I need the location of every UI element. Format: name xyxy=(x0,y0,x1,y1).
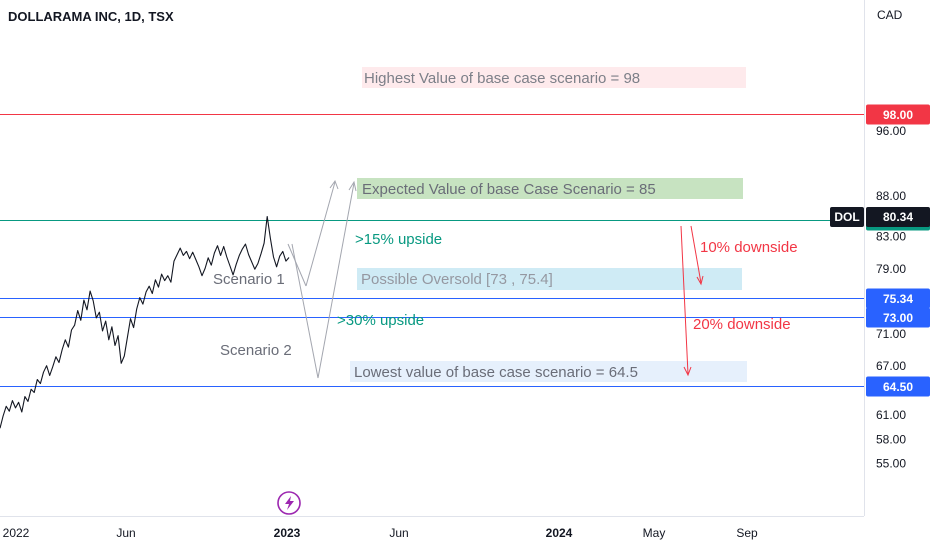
expected-annotation-box[interactable] xyxy=(357,178,743,199)
downside20-label: 20% downside xyxy=(693,316,791,333)
lowest-annotation-text: Lowest value of base case scenario = 64.… xyxy=(354,364,638,381)
upside15-label: >15% upside xyxy=(355,231,442,248)
scenario2-label: Scenario 2 xyxy=(220,342,292,359)
scenario1-arrowhead xyxy=(329,179,339,190)
y-tick-88-00: 88.00 xyxy=(876,189,906,203)
oversold-annotation-box[interactable] xyxy=(357,268,742,290)
price-axis-ticks: 96.00 88.00 83.00 79.00 71.00 67.00 61.00 58.00… xyxy=(876,124,906,471)
scenario2-arrowhead xyxy=(348,180,357,192)
scenario1-up-arrow[interactable] xyxy=(305,181,336,287)
level-tag-bg-64-50 xyxy=(866,376,930,397)
downside-arrows[interactable] xyxy=(680,225,704,377)
horizontal-levels[interactable] xyxy=(0,114,864,387)
last-price-bg xyxy=(866,207,930,227)
symbol-title[interactable]: DOLLARAMA INC, 1D, TSX xyxy=(8,9,174,24)
ticker-tag-text: DOL xyxy=(834,210,859,224)
x-tick-may-2024: May xyxy=(643,526,666,540)
y-tick-71-00: 71.00 xyxy=(876,327,906,341)
downside20-arrow[interactable] xyxy=(680,225,689,375)
y-tick-55-00: 55.00 xyxy=(876,457,906,471)
lightning-icon-bolt xyxy=(285,496,294,510)
downside10-arrow[interactable] xyxy=(690,225,702,284)
time-axis-ticks: 2022 Jun 2023 Jun 2024 May Sep xyxy=(3,526,758,540)
highest-annotation-box[interactable] xyxy=(362,67,746,88)
y-tick-58-00: 58.00 xyxy=(876,432,906,446)
last-price-tag[interactable]: DOL 80.34 xyxy=(830,207,930,227)
y-tick-83-00: 83.00 xyxy=(876,229,906,243)
x-tick-2024: 2024 xyxy=(546,526,573,540)
scenario1-label: Scenario 1 xyxy=(213,271,285,288)
x-tick-jun-2022: Jun xyxy=(116,526,135,540)
scenario-arrows[interactable] xyxy=(287,179,357,379)
lightning-icon[interactable] xyxy=(277,491,301,515)
price-series-line[interactable] xyxy=(0,215,290,429)
level-tag-text-64-50: 64.50 xyxy=(883,380,913,394)
x-tick-2023: 2023 xyxy=(274,526,301,540)
lowest-annotation-box[interactable] xyxy=(350,361,747,382)
downside20-arrowhead xyxy=(683,366,692,377)
highest-annotation-text: Highest Value of base case scenario = 98 xyxy=(364,70,640,87)
level-tag-bg-98-00 xyxy=(866,104,930,125)
scenario2-down-arrow[interactable] xyxy=(291,243,319,379)
x-tick-jun-2023: Jun xyxy=(389,526,408,540)
y-tick-61-00: 61.00 xyxy=(876,408,906,422)
y-tick-67-00: 67.00 xyxy=(876,359,906,373)
last-price-value: 80.34 xyxy=(883,210,913,224)
y-tick-96-00: 96.00 xyxy=(876,124,906,138)
downside10-arrowhead xyxy=(696,275,704,286)
oversold-annotation-text: Possible Oversold [73 , 75.4] xyxy=(361,271,553,288)
currency-label: CAD xyxy=(877,8,903,22)
x-tick-2022: 2022 xyxy=(3,526,30,540)
level-tag-bg-75-34 xyxy=(866,288,930,309)
ticker-tag-bg xyxy=(830,207,864,227)
upside30-label: >30% upside xyxy=(337,312,424,329)
level-tag-text-98-00: 98.00 xyxy=(883,108,913,122)
scenario2-up-arrow[interactable] xyxy=(317,182,355,379)
x-tick-sep-2024: Sep xyxy=(736,526,758,540)
scenario1-down-arrow[interactable] xyxy=(287,243,307,287)
level-tag-text-73-00: 73.00 xyxy=(883,311,913,325)
level-tag-text-75-34: 75.34 xyxy=(883,292,913,306)
downside10-label: 10% downside xyxy=(700,239,798,256)
expected-annotation-text: Expected Value of base Case Scenario = 8… xyxy=(362,181,656,198)
level-tag-bg-73-00 xyxy=(866,307,930,328)
y-tick-79-00: 79.00 xyxy=(876,262,906,276)
